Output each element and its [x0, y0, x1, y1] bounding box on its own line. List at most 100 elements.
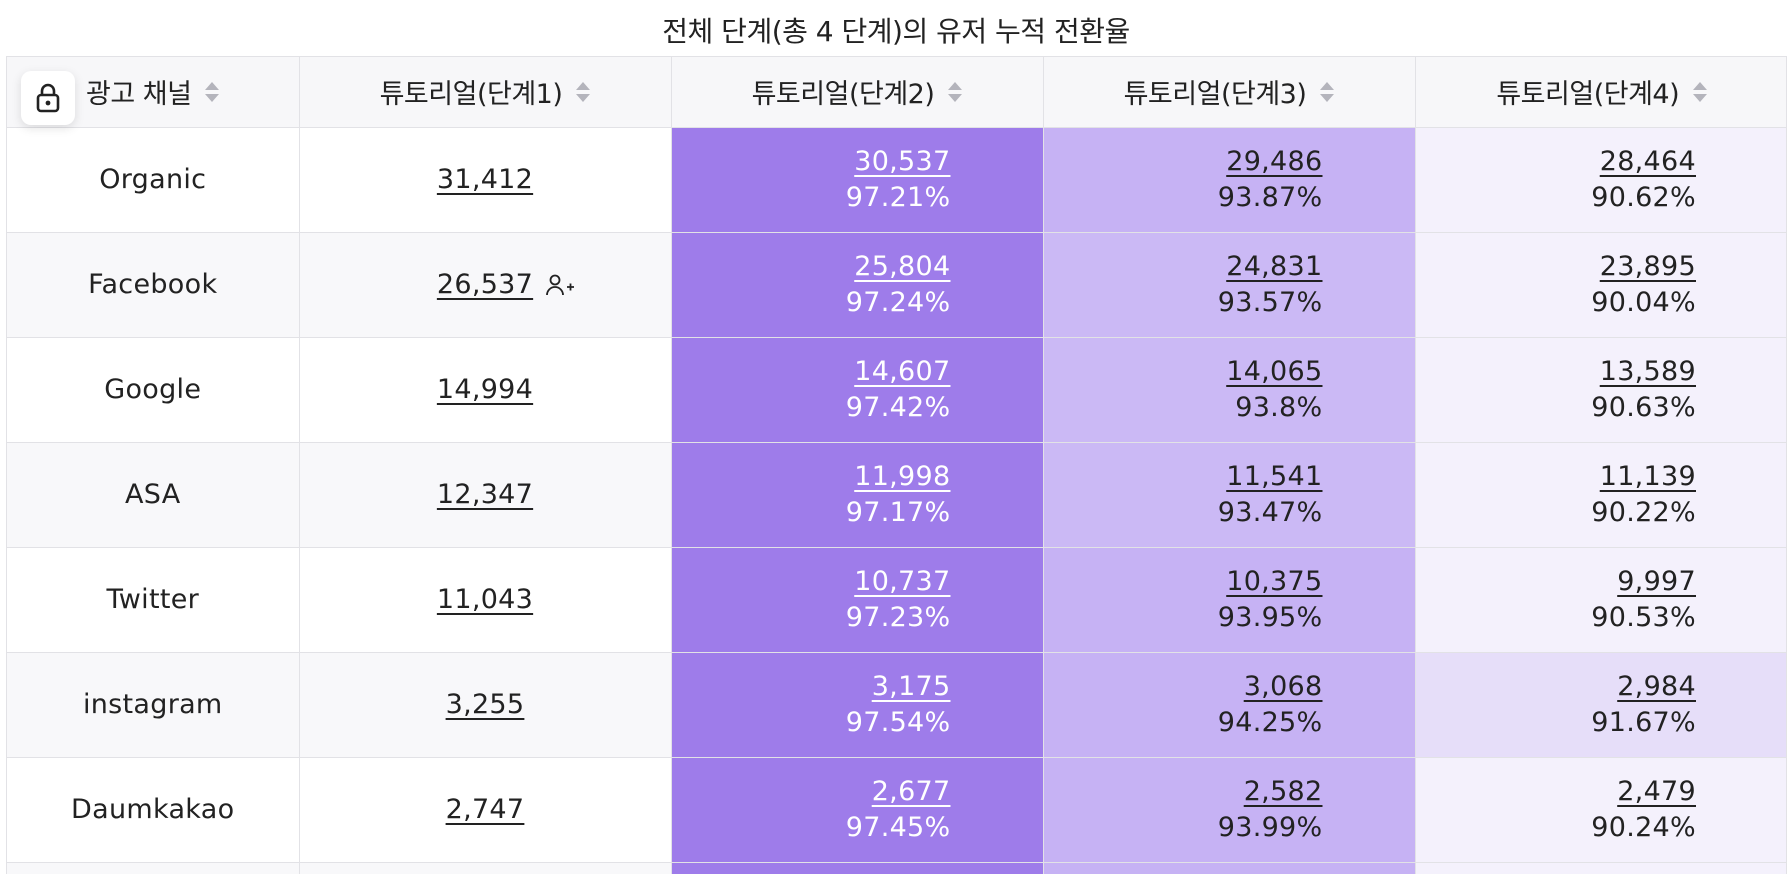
step1-count-link[interactable]: 26,537: [436, 269, 534, 300]
column-header-channel[interactable]: 광고 채널: [7, 57, 300, 128]
page-title: 전체 단계(총 4 단계)의 유저 누적 전환율: [662, 15, 1130, 48]
channel-cell: Organic: [7, 127, 300, 233]
step4-count-link[interactable]: 28,464: [1599, 145, 1696, 177]
step4-count-link[interactable]: 2,984: [1617, 670, 1696, 702]
channel-cell: Twitter: [7, 547, 300, 653]
step4-count-link[interactable]: 2,479: [1617, 775, 1696, 807]
table-row: Daumkakao 2,747 2,677 97.45% 2,582 93.99% …: [7, 757, 1786, 863]
sort-icon[interactable]: [205, 81, 220, 102]
step1-count-link[interactable]: 14,994: [436, 374, 534, 405]
step2-count-link[interactable]: 30,537: [854, 145, 951, 177]
step1-count-link[interactable]: 12,347: [436, 479, 534, 510]
step2-count-link[interactable]: 10,737: [854, 565, 951, 597]
column-header-step4[interactable]: 튜토리얼(단계4): [1415, 57, 1786, 128]
step2-count-link[interactable]: 11,998: [854, 460, 951, 492]
step3-rate: 93.99%: [1217, 811, 1323, 843]
table-row: ASA 12,347 11,998 97.17% 11,541 93.47% 11,…: [7, 442, 1786, 548]
step4-rate: 90.63%: [1591, 391, 1696, 423]
table-row-partial: [7, 862, 1786, 874]
table-row: Organic 31,412 30,537 97.21% 29,486 93.87%…: [7, 127, 1786, 233]
step3-rate: 93.87%: [1217, 181, 1323, 213]
step4-cell: 13,589 90.63%: [1415, 337, 1786, 443]
step1-cell: 26,537: [299, 232, 672, 338]
step2-count-link[interactable]: 25,804: [854, 250, 951, 282]
channel-cell: Google: [7, 337, 300, 443]
table-row: Twitter 11,043 10,737 97.23% 10,375 93.95%…: [7, 547, 1786, 653]
column-header-label: 튜토리얼(단계3): [1123, 79, 1307, 111]
step1-count-link[interactable]: 31,412: [436, 164, 534, 195]
step2-rate: 97.54%: [845, 706, 951, 738]
step4-rate: 91.67%: [1591, 706, 1696, 738]
step1-count-link[interactable]: 3,255: [445, 689, 525, 720]
step2-cell: 11,998 97.17%: [671, 442, 1044, 548]
channel-cell: Daumkakao: [7, 757, 300, 863]
step4-cell: 23,895 90.04%: [1415, 232, 1786, 338]
step3-cell: 3,068 94.25%: [1043, 652, 1416, 758]
sort-icon[interactable]: [576, 81, 591, 102]
column-header-step1[interactable]: 튜토리얼(단계1): [299, 57, 672, 128]
add-user-icon: [546, 274, 575, 295]
step3-count-link[interactable]: 14,065: [1226, 355, 1323, 387]
step4-count-link[interactable]: 9,997: [1617, 565, 1696, 597]
step2-count-link[interactable]: 2,677: [871, 775, 951, 807]
channel-cell: ASA: [7, 442, 300, 548]
step3-rate: 93.57%: [1217, 286, 1323, 318]
column-header-step2[interactable]: 튜토리얼(단계2): [671, 57, 1044, 128]
column-header-label: 튜토리얼(단계1): [379, 79, 563, 111]
step2-cell: 2,677 97.45%: [671, 757, 1044, 863]
step3-count-link[interactable]: 24,831: [1226, 250, 1323, 282]
sort-icon[interactable]: [1693, 81, 1708, 102]
step1-cell: 31,412: [299, 127, 672, 233]
step4-count-link[interactable]: 23,895: [1599, 250, 1696, 282]
step2-count-link[interactable]: 14,607: [854, 355, 951, 387]
column-header-step3[interactable]: 튜토리얼(단계3): [1043, 57, 1416, 128]
step3-count-link[interactable]: 3,068: [1243, 670, 1323, 702]
step4-rate: 90.24%: [1591, 811, 1696, 843]
step3-cell: 11,541 93.47%: [1043, 442, 1416, 548]
step3-rate: 94.25%: [1217, 706, 1323, 738]
table-row: Facebook 26,537 25,804 97.24%: [7, 232, 1786, 338]
step4-cell: [1415, 862, 1786, 874]
table-header-row: 광고 채널 튜토리얼(단계1) 튜토리얼(단계2): [7, 57, 1786, 128]
step3-count-link[interactable]: 11,541: [1226, 460, 1323, 492]
step2-rate: 97.42%: [845, 391, 951, 423]
step2-cell: 30,537 97.21%: [671, 127, 1044, 233]
channel-cell: [7, 862, 300, 874]
step2-cell: 25,804 97.24%: [671, 232, 1044, 338]
step3-cell: 24,831 93.57%: [1043, 232, 1416, 338]
step3-cell: 2,582 93.99%: [1043, 757, 1416, 863]
funnel-table-container: 광고 채널 튜토리얼(단계1) 튜토리얼(단계2): [6, 56, 1787, 874]
step1-cell: 3,255: [299, 652, 672, 758]
step2-cell: [671, 862, 1044, 874]
step4-count-link[interactable]: 13,589: [1599, 355, 1696, 387]
step3-cell: [1043, 862, 1416, 874]
step1-cell: 12,347: [299, 442, 672, 548]
step2-rate: 97.21%: [845, 181, 951, 213]
table-row: Google 14,994 14,607 97.42% 14,065 93.8% 1…: [7, 337, 1786, 443]
sort-icon[interactable]: [1320, 81, 1335, 102]
step4-rate: 90.04%: [1591, 286, 1696, 318]
step3-cell: 10,375 93.95%: [1043, 547, 1416, 653]
lock-column-button[interactable]: [21, 71, 75, 125]
step2-rate: 97.17%: [845, 496, 951, 528]
column-header-label: 튜토리얼(단계4): [1496, 79, 1680, 111]
step3-rate: 93.8%: [1235, 391, 1323, 423]
step3-count-link[interactable]: 2,582: [1243, 775, 1323, 807]
step2-cell: 3,175 97.54%: [671, 652, 1044, 758]
step4-rate: 90.62%: [1591, 181, 1696, 213]
step3-count-link[interactable]: 29,486: [1226, 145, 1323, 177]
sort-icon[interactable]: [948, 81, 963, 102]
step3-rate: 93.95%: [1217, 601, 1323, 633]
step4-count-link[interactable]: 11,139: [1599, 460, 1696, 492]
step1-cell: 11,043: [299, 547, 672, 653]
channel-cell: instagram: [7, 652, 300, 758]
step3-count-link[interactable]: 10,375: [1226, 565, 1323, 597]
add-user-button[interactable]: [545, 273, 575, 297]
step2-count-link[interactable]: 3,175: [871, 670, 951, 702]
step2-cell: 14,607 97.42%: [671, 337, 1044, 443]
step4-cell: 11,139 90.22%: [1415, 442, 1786, 548]
step1-count-link[interactable]: 11,043: [436, 584, 534, 615]
step4-cell: 9,997 90.53%: [1415, 547, 1786, 653]
step1-count-link[interactable]: 2,747: [445, 794, 525, 825]
step1-cell: 2,747: [299, 757, 672, 863]
